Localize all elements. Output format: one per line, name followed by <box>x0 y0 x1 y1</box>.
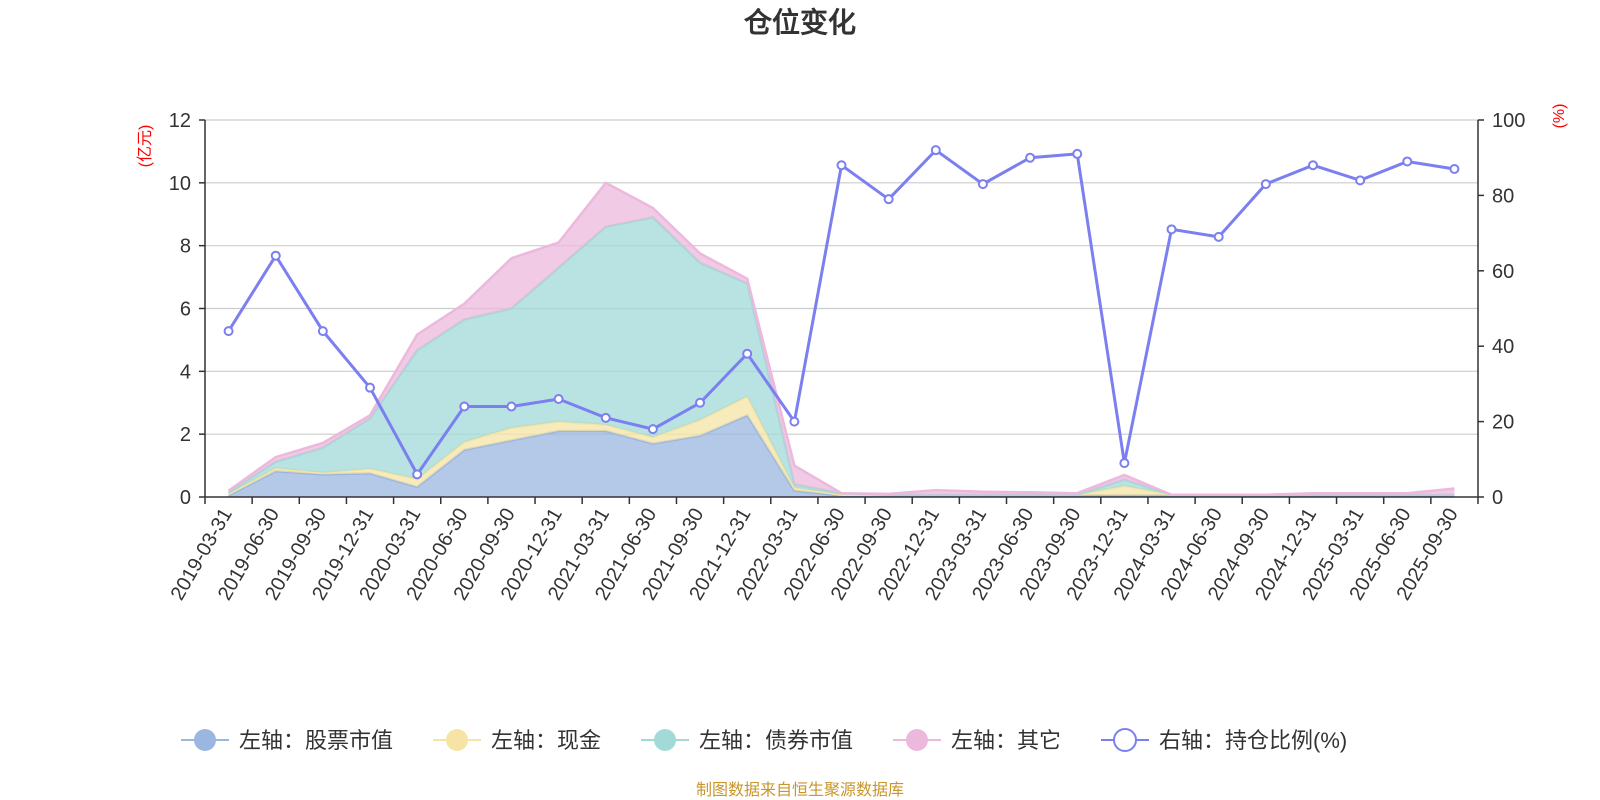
right-axis-tick-label: 60 <box>1492 261 1514 283</box>
position-ratio-point <box>1213 231 1224 242</box>
position-ratio-point <box>789 416 800 427</box>
legend-label: 左轴：股票市值 <box>239 728 393 753</box>
left-axis-tick-label: 4 <box>180 361 191 383</box>
position-ratio-point <box>1025 152 1036 163</box>
position-ratio-point <box>695 397 706 408</box>
position-ratio-point <box>553 393 564 404</box>
chart-title: 仓位变化 <box>744 6 856 38</box>
position-ratio-point <box>1072 148 1083 159</box>
left-axis-tick-label: 6 <box>180 299 191 321</box>
position-ratio-point <box>600 412 611 423</box>
area-series-2 <box>228 217 1455 495</box>
area-series-edge-3 <box>227 181 1455 497</box>
position-ratio-point <box>365 382 376 393</box>
position-ratio-point <box>506 401 517 412</box>
position-ratio-point <box>223 326 234 337</box>
position-ratio-point <box>647 424 658 435</box>
position-ratio-point <box>930 145 941 156</box>
axes: 0246810120204060801002019-03-312019-06-3… <box>167 110 1526 604</box>
left-axis-tick-label: 0 <box>180 487 191 509</box>
legend-label: 左轴：其它 <box>951 728 1061 753</box>
position-ratio-point <box>1402 156 1413 167</box>
right-axis-tick-label: 80 <box>1492 185 1514 207</box>
left-axis-tick-label: 2 <box>180 424 191 446</box>
source-note: 制图数据来自恒生聚源数据库 <box>696 781 904 799</box>
area-series-1 <box>228 396 1455 496</box>
position-ratio-point <box>977 179 988 190</box>
position-ratio-point <box>836 160 847 171</box>
legend: 左轴：股票市值 左轴：现金 左轴：债券市值 左轴：其它 右轴：持仓比例(%) <box>181 728 1347 753</box>
area-series-3 <box>228 182 1455 495</box>
position-ratio-point <box>1260 179 1271 190</box>
position-ratio-line <box>223 145 1460 480</box>
legend-item-3[interactable]: 左轴：其它 <box>893 728 1061 753</box>
position-ratio-point <box>1166 224 1177 235</box>
left-axis-tick-label: 10 <box>169 173 191 195</box>
position-ratio-point <box>883 194 894 205</box>
legend-marker <box>194 729 216 751</box>
position-ratio-point <box>459 401 470 412</box>
position-ratio-point <box>270 250 281 261</box>
position-ratio-point <box>1449 164 1460 175</box>
legend-marker <box>1113 728 1137 752</box>
right-axis-tick-label: 40 <box>1492 336 1514 358</box>
position-ratio-point <box>1355 175 1366 186</box>
legend-marker <box>906 729 928 751</box>
right-axis-tick-label: 100 <box>1492 110 1525 132</box>
position-ratio-point <box>742 348 753 359</box>
left-axis-tick-label: 12 <box>169 110 191 132</box>
stacked-areas <box>227 181 1455 497</box>
position-ratio-point <box>317 326 328 337</box>
legend-item-4[interactable]: 右轴：持仓比例(%) <box>1101 728 1347 753</box>
position-ratio-point <box>1119 458 1130 469</box>
position-ratio-point <box>412 469 423 480</box>
legend-marker <box>446 729 468 751</box>
legend-label: 右轴：持仓比例(%) <box>1159 728 1347 753</box>
right-axis-unit: (%) <box>1551 104 1568 129</box>
right-axis-tick-label: 20 <box>1492 412 1514 434</box>
legend-item-2[interactable]: 左轴：债券市值 <box>641 728 853 753</box>
legend-label: 左轴：债券市值 <box>699 728 853 753</box>
legend-label: 左轴：现金 <box>491 728 601 753</box>
left-axis-unit: (亿元) <box>136 125 154 168</box>
legend-item-1[interactable]: 左轴：现金 <box>433 728 601 753</box>
left-axis-tick-label: 8 <box>180 236 191 258</box>
legend-marker <box>654 729 676 751</box>
position-ratio-point <box>1307 160 1318 171</box>
right-axis-tick-label: 0 <box>1492 487 1503 509</box>
legend-item-0[interactable]: 左轴：股票市值 <box>181 728 393 753</box>
